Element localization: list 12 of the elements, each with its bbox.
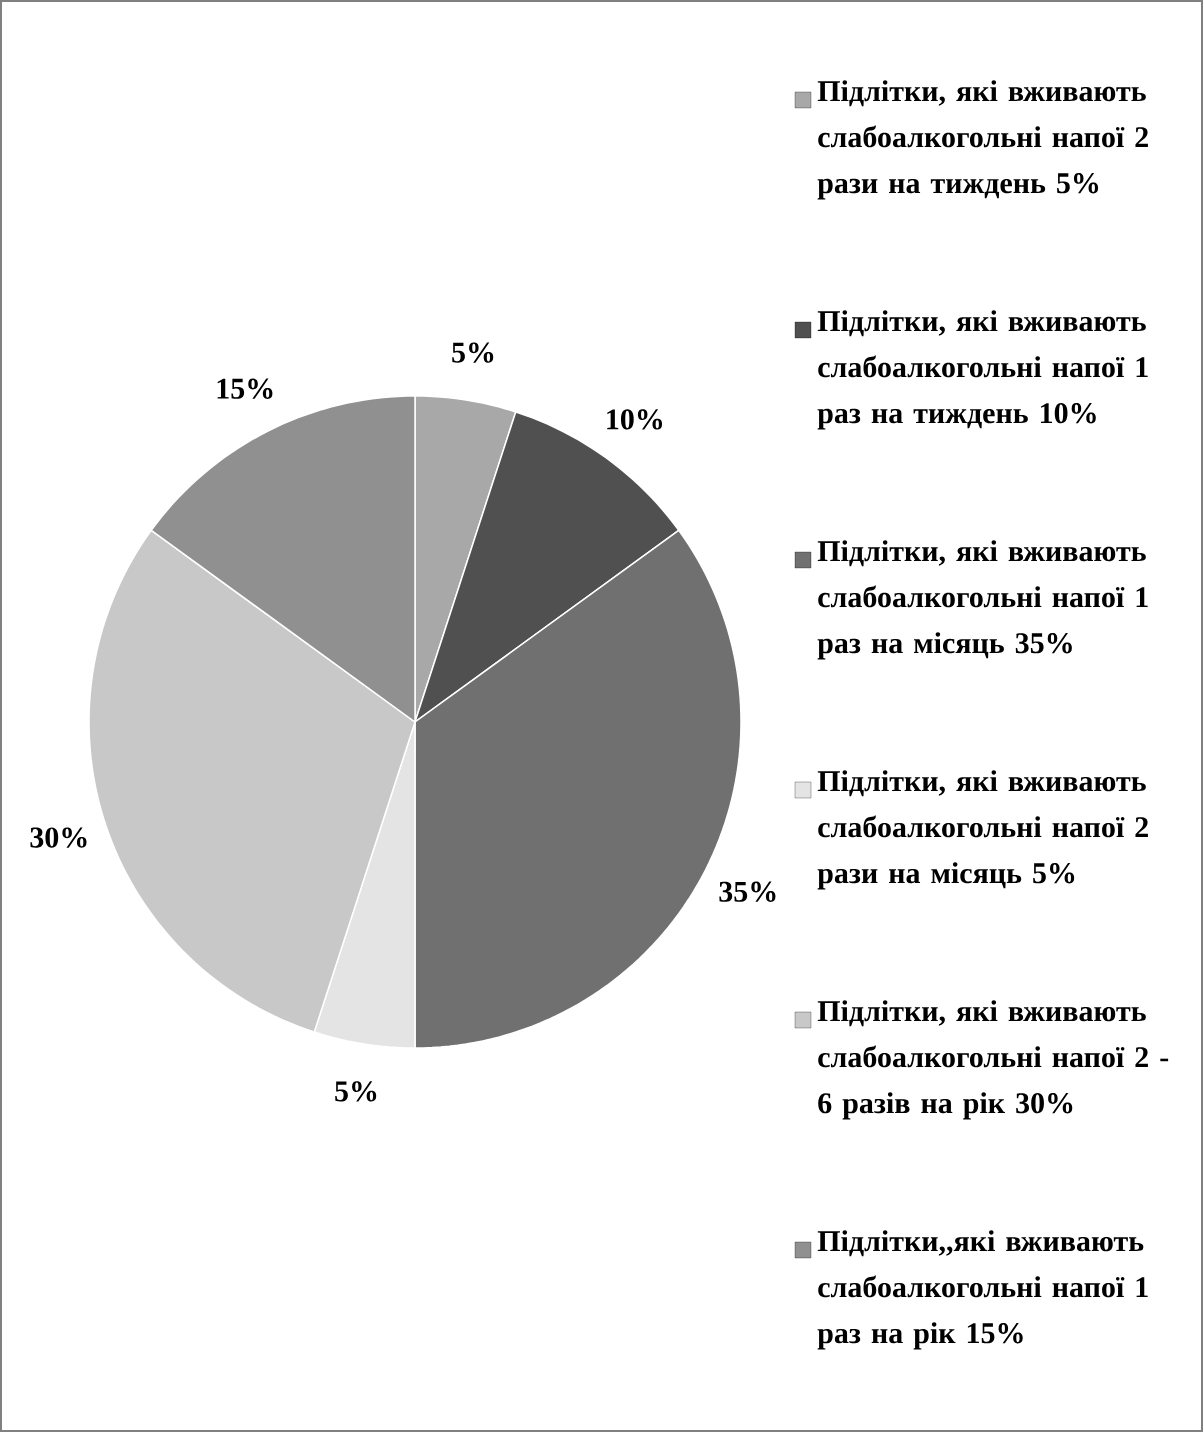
data-label: 35%: [719, 881, 776, 902]
legend-label: Підлітки, які вживають слабоалкогольні напої 1 раз на тиждень 10%: [817, 310, 1148, 430]
data-label: 30%: [30, 827, 87, 848]
data-label: 10%: [607, 409, 663, 430]
legend-label: Підлітки,,які вживають слабоалкогольні напої 1 раз на рік 15%: [817, 1230, 1148, 1350]
legend-label: Підлітки, які вживають слабоалкогольні напої 1 раз на місяць 35%: [817, 540, 1148, 660]
legend-label: Підлітки, які вживають слабоалкогольні напої 2 рази на місяць 5%: [817, 770, 1148, 890]
legend-label: Підлітки, які вживають слабоалкогольні напої 2 рази на тиждень 5%: [817, 80, 1148, 200]
data-label: 5%: [335, 1081, 377, 1102]
legend-label: Підлітки, які вживають слабоалкогольні напої 2 - 6 разів на рік 30%: [817, 1000, 1169, 1120]
data-label: 5%: [452, 342, 494, 363]
data-label: 15%: [217, 378, 273, 399]
